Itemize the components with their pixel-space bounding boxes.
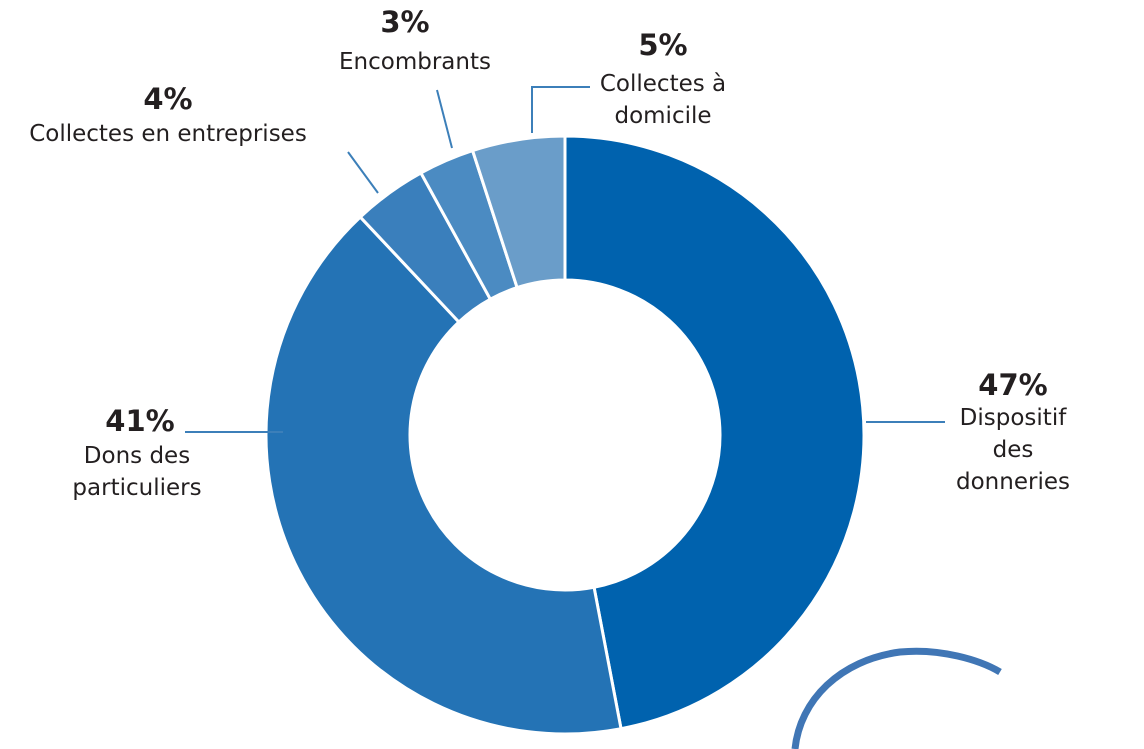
slice [563,134,866,731]
decoration [791,647,1002,749]
leader-line [436,89,453,149]
category-label: Collectes à domicile [599,71,727,129]
category-label: Dispositif des donneries [956,405,1070,495]
category-label: Collectes en entreprises [29,121,307,147]
value-label: 3% [380,5,430,39]
value-label: 5% [638,28,688,62]
category-label: Encombrants [339,49,491,75]
value-label: 4% [143,82,193,116]
value-label: 41% [105,404,175,438]
slice [264,214,623,736]
leader-line [347,151,379,194]
leader-line [531,86,590,133]
slice [470,134,567,290]
category-label: Dons des particuliers [72,443,202,501]
value-label: 47% [978,368,1048,402]
